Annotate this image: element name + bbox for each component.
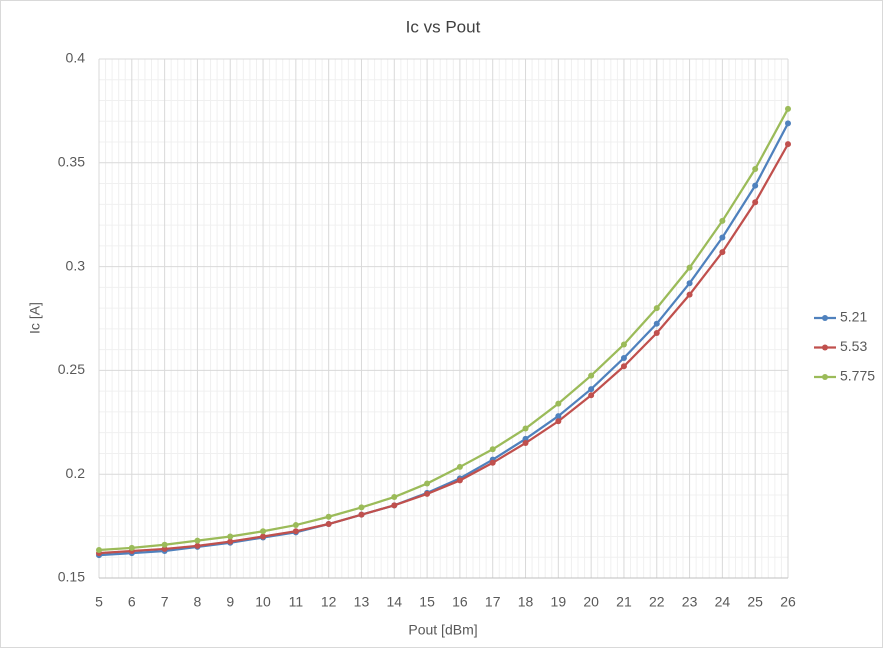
x-tick-label: 21 bbox=[616, 594, 632, 610]
y-axis-label: Ic [A] bbox=[27, 302, 43, 334]
y-tick-label: 0.2 bbox=[66, 465, 86, 481]
data-point bbox=[620, 363, 627, 370]
data-point bbox=[785, 105, 791, 112]
data-point bbox=[686, 291, 693, 298]
x-tick-label: 6 bbox=[128, 594, 136, 610]
series-line bbox=[98, 143, 789, 555]
data-point bbox=[719, 217, 726, 224]
x-tick-label: 8 bbox=[194, 594, 202, 610]
data-point bbox=[653, 305, 660, 312]
x-tick-label: 15 bbox=[419, 594, 435, 610]
data-point bbox=[555, 400, 562, 407]
y-tick-label: 0.35 bbox=[58, 154, 85, 170]
data-point bbox=[489, 446, 496, 453]
legend-label: 5.775 bbox=[840, 368, 875, 384]
data-point bbox=[260, 533, 267, 540]
data-point bbox=[785, 141, 791, 148]
data-point bbox=[391, 502, 398, 509]
data-point bbox=[522, 435, 529, 442]
data-point bbox=[424, 480, 431, 487]
data-point bbox=[555, 413, 562, 420]
x-tick-label: 7 bbox=[161, 594, 169, 610]
data-point bbox=[424, 490, 431, 497]
data-point bbox=[161, 545, 168, 552]
x-tick-label: 20 bbox=[583, 594, 599, 610]
legend-label: 5.21 bbox=[840, 309, 867, 325]
data-point bbox=[358, 511, 365, 518]
data-point bbox=[489, 459, 496, 466]
data-point bbox=[194, 542, 201, 549]
legend-marker bbox=[822, 344, 828, 351]
x-tick-label: 11 bbox=[289, 594, 304, 610]
data-point bbox=[686, 264, 693, 271]
data-point bbox=[785, 120, 791, 127]
data-point bbox=[456, 463, 463, 470]
data-point bbox=[588, 392, 595, 399]
x-tick-label: 16 bbox=[452, 594, 468, 610]
x-tick-label: 18 bbox=[518, 594, 534, 610]
x-tick-label: 24 bbox=[715, 594, 731, 610]
x-tick-label: 23 bbox=[682, 594, 698, 610]
data-point bbox=[128, 544, 135, 551]
data-point bbox=[620, 341, 627, 348]
data-point bbox=[325, 521, 332, 528]
data-point bbox=[719, 249, 726, 256]
x-tick-label: 25 bbox=[747, 594, 763, 610]
chart-title: Ic vs Pout bbox=[406, 17, 481, 36]
legend-label: 5.53 bbox=[840, 338, 867, 354]
data-point bbox=[227, 538, 234, 545]
series-line bbox=[98, 108, 789, 552]
y-tick-label: 0.25 bbox=[58, 361, 85, 377]
data-point bbox=[686, 280, 693, 287]
data-point bbox=[456, 477, 463, 484]
data-point bbox=[588, 372, 595, 379]
x-tick-label: 17 bbox=[485, 594, 501, 610]
x-tick-label: 22 bbox=[649, 594, 665, 610]
data-point bbox=[752, 199, 759, 206]
y-tick-label: 0.3 bbox=[66, 257, 86, 273]
data-point bbox=[292, 522, 299, 529]
data-point bbox=[227, 533, 234, 540]
data-point bbox=[620, 354, 627, 361]
data-point bbox=[653, 330, 660, 337]
data-point bbox=[653, 320, 660, 327]
x-axis-label: Pout [dBm] bbox=[408, 622, 477, 638]
x-tick-label: 12 bbox=[321, 594, 337, 610]
x-tick-label: 19 bbox=[551, 594, 567, 610]
data-point bbox=[292, 528, 299, 535]
data-point bbox=[555, 418, 562, 425]
x-tick-label: 5 bbox=[95, 594, 103, 610]
data-point bbox=[522, 425, 529, 432]
y-tick-label: 0.4 bbox=[66, 50, 86, 66]
data-point bbox=[260, 528, 267, 535]
data-point bbox=[588, 386, 595, 393]
data-point bbox=[391, 494, 398, 501]
x-tick-label: 13 bbox=[354, 594, 370, 610]
data-point bbox=[752, 166, 759, 173]
data-point bbox=[96, 546, 102, 553]
y-tick-label: 0.15 bbox=[58, 569, 85, 585]
legend-marker bbox=[822, 315, 828, 321]
data-point bbox=[161, 541, 168, 548]
x-tick-label: 10 bbox=[255, 594, 271, 610]
legend-marker bbox=[822, 374, 828, 380]
data-point bbox=[522, 440, 529, 447]
data-point bbox=[752, 182, 759, 189]
data-point bbox=[325, 513, 332, 520]
x-tick-label: 14 bbox=[386, 594, 402, 610]
data-point bbox=[194, 537, 201, 544]
data-point bbox=[719, 234, 726, 241]
data-point bbox=[358, 504, 365, 511]
x-tick-label: 9 bbox=[226, 594, 234, 610]
x-tick-label: 26 bbox=[780, 594, 796, 610]
